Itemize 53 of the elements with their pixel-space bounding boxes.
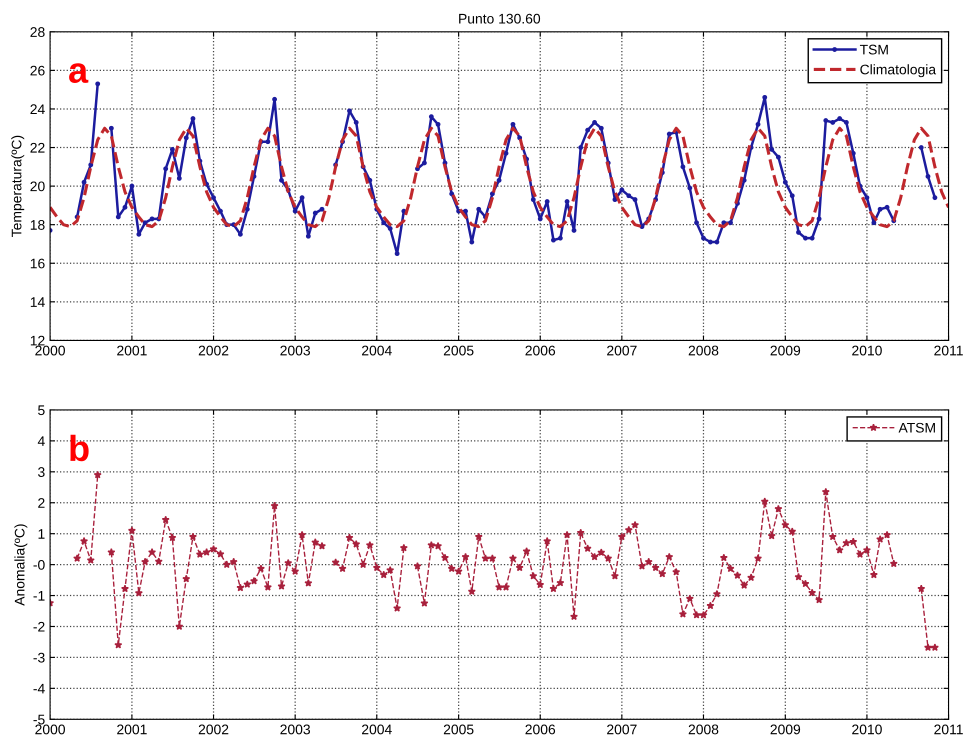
legend-label: TSM bbox=[860, 44, 888, 55]
x-tick-label: 2003 bbox=[280, 346, 310, 356]
x-tick-label: 2004 bbox=[362, 346, 392, 356]
x-tick-label: 2010 bbox=[852, 346, 882, 356]
x-tick-label: 2004 bbox=[362, 724, 392, 734]
x-tick-label: 2011 bbox=[934, 346, 963, 356]
y-tick-label: 14 bbox=[30, 297, 45, 307]
y-tick-label: 22 bbox=[30, 142, 45, 153]
legend-label: ATSM bbox=[898, 422, 935, 433]
x-tick-label: 2009 bbox=[770, 724, 800, 734]
y-tick-label: -5 bbox=[33, 714, 45, 724]
x-tick-label: 2007 bbox=[607, 346, 637, 356]
x-tick-label: 2002 bbox=[198, 346, 228, 356]
y-tick-label: 18 bbox=[30, 220, 45, 230]
y-axis-title: Anomalia(ºC) bbox=[14, 524, 28, 606]
x-tick-label: 2008 bbox=[688, 346, 718, 356]
x-tick-label: 2009 bbox=[770, 346, 800, 356]
x-tick-label: 2000 bbox=[35, 346, 65, 356]
y-tick-label: -2 bbox=[33, 622, 45, 632]
x-tick-label: 2010 bbox=[852, 724, 882, 734]
x-tick-label: 2001 bbox=[117, 724, 147, 734]
x-tick-label: 2011 bbox=[934, 724, 963, 734]
y-tick-label: -4 bbox=[33, 684, 45, 694]
y-tick-label: 4 bbox=[38, 436, 45, 446]
y-tick-label: 28 bbox=[30, 27, 45, 37]
x-tick-label: 2006 bbox=[525, 346, 556, 356]
y-tick-label: 5 bbox=[38, 405, 45, 416]
y-tick-label: 12 bbox=[30, 336, 45, 346]
x-tick-label: 2000 bbox=[35, 724, 65, 734]
y-tick-label: 26 bbox=[30, 66, 45, 76]
x-tick-label: 2001 bbox=[117, 346, 147, 356]
x-tick-label: 2003 bbox=[280, 724, 310, 734]
y-axis-title: Temperatura(ºC) bbox=[11, 136, 24, 237]
y-tick-label: 3 bbox=[38, 467, 45, 477]
x-tick-label: 2005 bbox=[444, 724, 474, 734]
y-tick-label: 16 bbox=[30, 258, 45, 268]
y-tick-label: -3 bbox=[33, 652, 45, 663]
annotation: b bbox=[70, 434, 89, 462]
x-tick-label: 2008 bbox=[688, 724, 718, 734]
line-series bbox=[50, 126, 949, 228]
x-tick-label: 2005 bbox=[444, 346, 474, 356]
annotation: a bbox=[69, 63, 88, 84]
chart-title: Punto 130.60 bbox=[459, 14, 540, 24]
legend-label: Climatologia bbox=[860, 64, 936, 78]
y-tick-label: -0 bbox=[33, 560, 45, 570]
x-tick-label: 2006 bbox=[525, 724, 556, 734]
y-tick-label: -1 bbox=[33, 591, 45, 601]
x-tick-label: 2002 bbox=[198, 724, 228, 734]
x-tick-label: 2007 bbox=[607, 724, 637, 734]
y-tick-label: 2 bbox=[38, 498, 45, 508]
y-tick-label: 1 bbox=[38, 529, 45, 539]
y-tick-label: 24 bbox=[30, 104, 45, 114]
y-tick-label: 20 bbox=[30, 181, 45, 192]
